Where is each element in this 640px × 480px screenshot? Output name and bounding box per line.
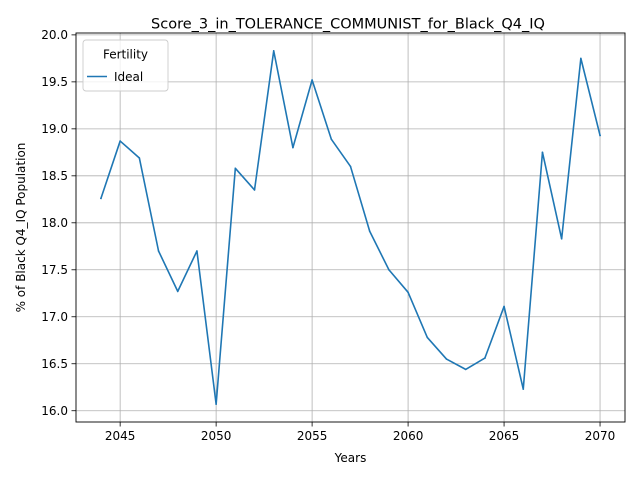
y-tick-label: 19.5 <box>41 75 68 89</box>
x-tick-label: 2060 <box>393 429 424 443</box>
y-tick-label: 16.0 <box>41 404 68 418</box>
data-point <box>368 230 371 233</box>
data-point <box>292 146 294 149</box>
data-point <box>503 305 505 308</box>
data-point <box>522 388 525 390</box>
y-tick-label: 16.5 <box>41 357 68 371</box>
data-point <box>253 189 256 191</box>
y-axis-ticks: 16.0 16.5 17.0 17.5 18.0 18.5 19.0 19.5 20.0 <box>41 28 76 418</box>
x-axis-ticks: 2045 2050 2055 2060 2065 2070 <box>105 422 615 443</box>
data-point <box>330 138 333 140</box>
data-point <box>176 290 179 293</box>
series-layer <box>99 50 602 405</box>
legend: Fertility Ideal <box>82 39 169 92</box>
y-tick-label: 18.5 <box>41 169 68 183</box>
data-point <box>157 250 160 252</box>
x-tick-label: 2045 <box>105 429 136 443</box>
data-point <box>560 237 563 240</box>
data-point <box>464 368 467 371</box>
data-point <box>407 291 409 294</box>
chart-title: Score_3_in_TOLERANCE_COMMUNIST_for_Black… <box>151 17 545 33</box>
data-point <box>541 151 544 154</box>
plot-area-frame <box>75 32 626 423</box>
data-point <box>311 79 313 81</box>
legend-title: Fertility <box>103 48 148 62</box>
data-point <box>234 167 237 170</box>
data-point <box>196 250 198 252</box>
x-tick-label: 2050 <box>201 429 232 443</box>
data-point <box>349 165 352 168</box>
x-axis-label: Years <box>334 451 367 465</box>
y-tick-label: 17.5 <box>41 263 68 277</box>
x-tick-label: 2065 <box>489 429 520 443</box>
y-tick-label: 19.0 <box>41 122 68 136</box>
y-tick-label: 20.0 <box>41 28 68 42</box>
data-point <box>484 357 486 359</box>
x-tick-label: 2055 <box>297 429 328 443</box>
y-tick-label: 17.0 <box>41 310 68 324</box>
y-tick-label: 18.0 <box>41 216 68 230</box>
data-point <box>100 197 102 200</box>
data-point <box>445 358 448 360</box>
data-point <box>215 403 217 405</box>
y-axis-label: % of Black Q4_IQ Population <box>14 143 28 313</box>
data-point <box>426 336 429 339</box>
legend-label-ideal: Ideal <box>114 70 143 84</box>
data-point <box>272 50 275 52</box>
data-point <box>119 140 121 142</box>
data-point <box>580 57 582 60</box>
data-point <box>388 268 390 271</box>
x-tick-label: 2070 <box>585 429 616 443</box>
data-point <box>599 134 601 137</box>
legend-frame <box>82 39 169 92</box>
data-point <box>138 157 141 159</box>
